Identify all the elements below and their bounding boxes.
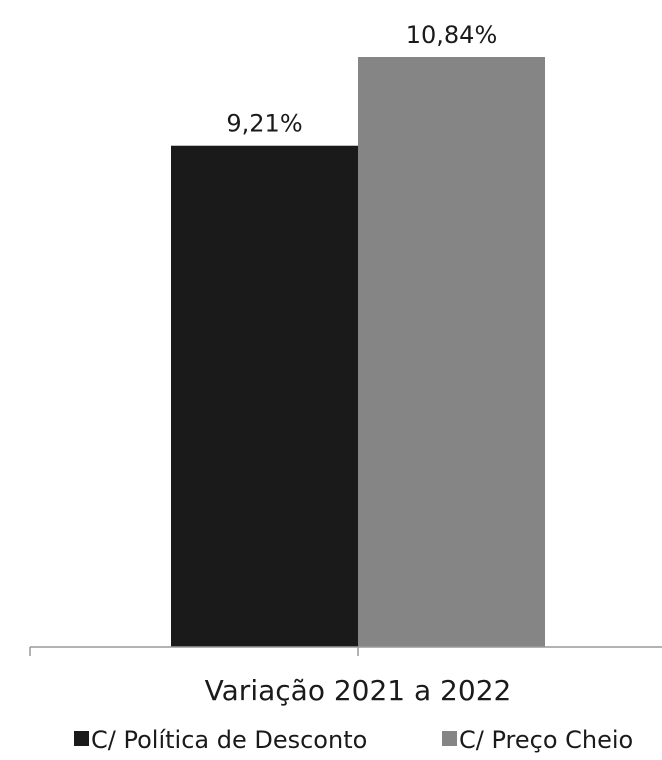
data-labels-layer: 9,21% 10,84% bbox=[226, 21, 497, 138]
legend-label: C/ Preço Cheio bbox=[459, 726, 633, 754]
legend-swatch bbox=[74, 731, 89, 746]
legend-item: C/ Preço Cheio bbox=[442, 726, 633, 754]
legend-item: C/ Política de Desconto bbox=[74, 726, 367, 754]
bars-layer bbox=[171, 57, 545, 647]
legend-label: C/ Política de Desconto bbox=[91, 726, 367, 754]
bar-politica-desconto bbox=[171, 145, 358, 647]
data-label: 10,84% bbox=[406, 21, 498, 49]
data-label: 9,21% bbox=[226, 110, 302, 138]
legend: C/ Política de Desconto C/ Preço Cheio bbox=[74, 726, 633, 754]
legend-swatch bbox=[442, 731, 457, 746]
bar-preco-cheio bbox=[358, 57, 545, 647]
x-axis: Variação 2021 a 2022 bbox=[29, 646, 662, 707]
category-label: Variação 2021 a 2022 bbox=[205, 674, 512, 707]
